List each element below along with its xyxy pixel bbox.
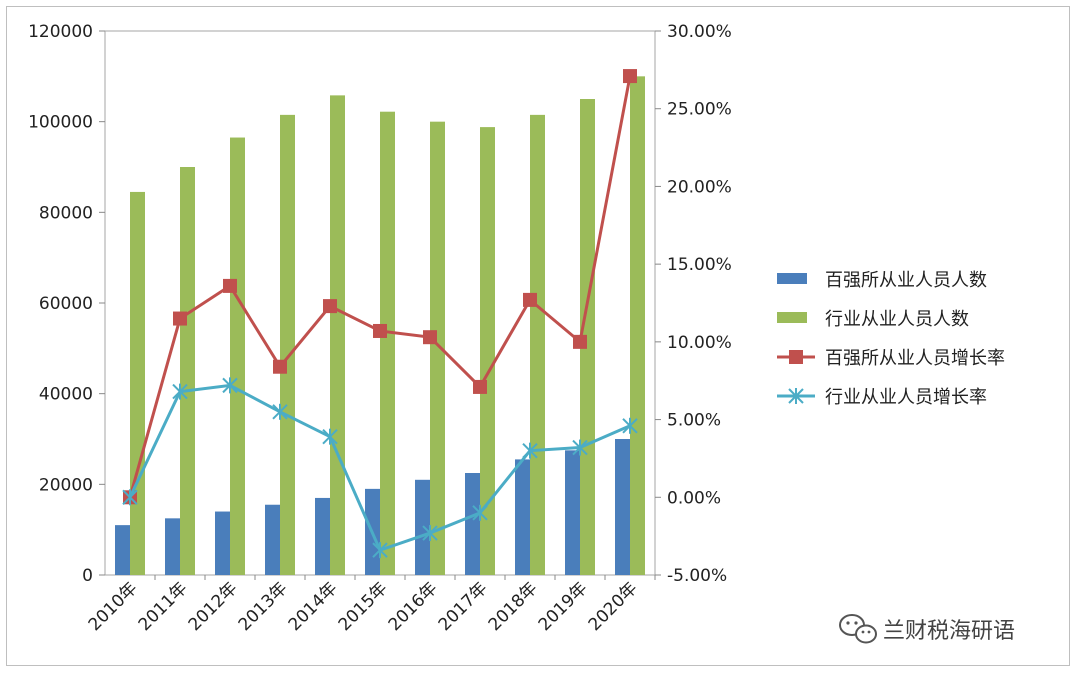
bar-industry-staff xyxy=(630,76,645,575)
point-top100-growth xyxy=(373,323,387,338)
bar-industry-staff xyxy=(430,121,445,576)
point-top100-growth xyxy=(173,311,187,326)
point-top100-growth xyxy=(573,334,587,349)
x-tick-label: 2017年 xyxy=(435,578,492,635)
point-industry-growth xyxy=(322,428,338,445)
bar-top100-staff xyxy=(565,450,580,575)
point-industry-growth xyxy=(572,439,588,456)
left-tick-label: 20000 xyxy=(39,475,93,495)
right-tick-label: 10.00% xyxy=(667,333,732,353)
x-tick-label: 2011年 xyxy=(135,578,192,635)
bar-industry-staff xyxy=(130,191,145,575)
bar-industry-staff xyxy=(530,114,545,575)
x-tick-label: 2013年 xyxy=(235,578,292,635)
bar-top100-staff xyxy=(315,497,330,575)
legend-marker xyxy=(788,388,804,404)
point-top100-growth xyxy=(473,379,487,394)
right-tick-label: 0.00% xyxy=(667,488,721,508)
point-top100-growth xyxy=(423,330,437,345)
legend-item: 百强所从业人员人数 xyxy=(777,270,987,291)
x-tick-label: 2010年 xyxy=(85,578,142,635)
legend-label: 百强所从业人员人数 xyxy=(825,270,987,291)
bar-industry-staff xyxy=(280,114,295,575)
left-tick-label: 0 xyxy=(82,566,93,586)
x-tick-label: 2012年 xyxy=(185,578,242,635)
wechat-icon xyxy=(839,614,877,644)
point-industry-growth xyxy=(472,504,488,521)
legend-marker xyxy=(789,350,803,364)
chart-frame: 0 20000 40000 60000 80000 100000 120000 -5.00%… xyxy=(6,6,1070,666)
right-tick-label: -5.00% xyxy=(667,566,727,586)
bar-industry-staff xyxy=(180,167,195,575)
bar-top100-staff xyxy=(165,518,180,575)
bar-top100-staff xyxy=(515,459,530,575)
bar-industry-staff xyxy=(480,127,495,576)
bar-industry-staff xyxy=(580,99,595,575)
point-industry-growth xyxy=(422,525,438,542)
legend-swatch xyxy=(777,273,807,284)
x-tick-label: 2014年 xyxy=(285,578,342,635)
legend-label: 行业从业人员人数 xyxy=(825,309,969,330)
x-tick-label: 2020年 xyxy=(585,578,642,635)
x-axis: 2010年2011年2012年2013年2014年2015年2016年2017年… xyxy=(85,575,656,635)
legend-label: 百强所从业人员增长率 xyxy=(825,348,1005,369)
x-tick-label: 2019年 xyxy=(535,578,592,635)
legend-item: 百强所从业人员增长率 xyxy=(777,348,1005,369)
watermark: 兰财税海研语 xyxy=(839,614,1015,644)
x-tick-label: 2016年 xyxy=(385,578,442,635)
watermark-text: 兰财税海研语 xyxy=(883,619,1015,644)
left-tick-label: 80000 xyxy=(39,203,93,223)
bar-industry-staff xyxy=(330,95,345,575)
point-top100-growth xyxy=(223,278,237,293)
right-tick-label: 30.00% xyxy=(667,22,732,42)
left-tick-label: 40000 xyxy=(39,385,93,405)
line-series xyxy=(122,69,638,559)
right-tick-label: 5.00% xyxy=(667,411,721,431)
right-axis: -5.00% 0.00% 5.00% 10.00% 15.00% 20.00% 25.00%… xyxy=(655,22,732,586)
point-industry-growth xyxy=(522,442,538,459)
left-tick-label: 100000 xyxy=(28,113,93,133)
point-industry-growth xyxy=(372,542,388,559)
point-top100-growth xyxy=(623,69,637,84)
bar-top100-staff xyxy=(265,504,280,575)
point-top100-growth xyxy=(523,292,537,307)
right-tick-label: 25.00% xyxy=(667,100,732,120)
point-top100-growth xyxy=(273,359,287,374)
point-industry-growth xyxy=(222,377,238,394)
legend-label: 行业从业人员增长率 xyxy=(825,387,987,408)
bar-industry-staff xyxy=(380,111,395,576)
bar-industry-staff xyxy=(230,137,245,576)
point-industry-growth xyxy=(122,489,138,506)
point-industry-growth xyxy=(172,383,188,400)
point-top100-growth xyxy=(323,299,337,314)
right-tick-label: 20.00% xyxy=(667,177,732,197)
left-axis: 0 20000 40000 60000 80000 100000 120000 xyxy=(28,22,105,586)
x-tick-label: 2015年 xyxy=(335,578,392,635)
bar-top100-staff xyxy=(415,479,430,575)
bar-top100-staff xyxy=(615,439,630,575)
legend-swatch xyxy=(777,312,807,323)
point-industry-growth xyxy=(272,403,288,420)
combo-chart: 0 20000 40000 60000 80000 100000 120000 -5.00%… xyxy=(28,22,1015,644)
bar-top100-staff xyxy=(465,473,480,575)
bar-top100-staff xyxy=(115,525,130,575)
legend-item: 行业从业人员增长率 xyxy=(777,387,987,408)
left-tick-label: 60000 xyxy=(39,294,93,314)
point-industry-growth xyxy=(622,417,638,434)
right-tick-label: 15.00% xyxy=(667,255,732,275)
left-tick-label: 120000 xyxy=(28,22,93,42)
legend-item: 行业从业人员人数 xyxy=(777,309,969,330)
bar-top100-staff xyxy=(215,511,230,575)
x-tick-label: 2018年 xyxy=(485,578,542,635)
